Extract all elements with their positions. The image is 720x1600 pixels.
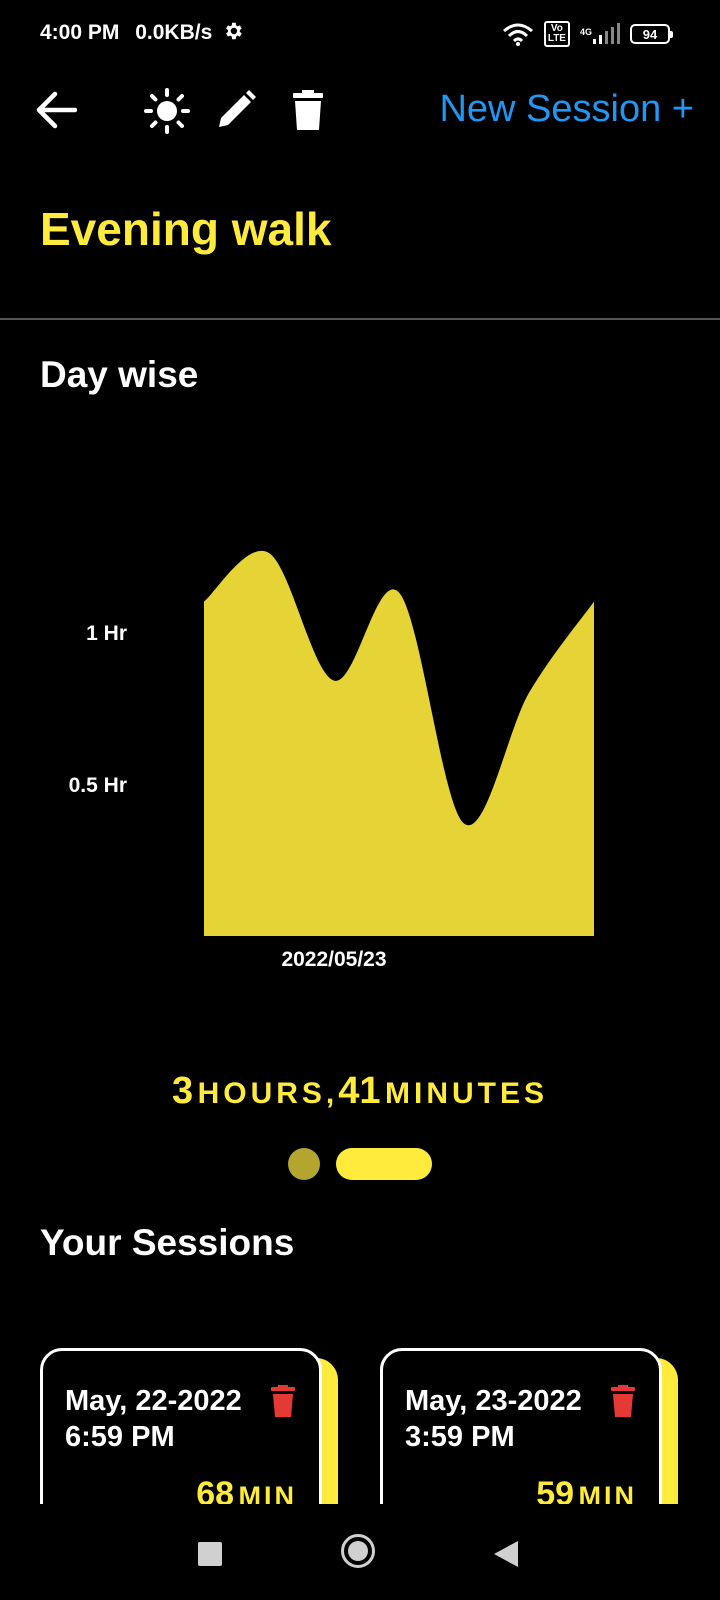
session-card: May, 23-2022 3:59 PM 59 MIN — [380, 1348, 678, 1548]
signal-group: 4G — [580, 23, 620, 45]
duration-minutes-unit: MINUTES — [385, 1077, 548, 1110]
day-wise-title: Day wise — [40, 354, 199, 395]
trash-icon — [293, 90, 323, 130]
brightness-button[interactable] — [144, 88, 190, 134]
volte-icon: Vo LTE — [543, 21, 570, 47]
session-card: May, 22-2022 6:59 PM 68 MIN — [40, 1348, 338, 1548]
settings-gear-icon — [226, 22, 242, 40]
chart-area-series — [204, 550, 594, 936]
session-datetime: May, 22-2022 6:59 PM — [65, 1383, 242, 1455]
recents-button[interactable] — [198, 1542, 222, 1566]
trash-icon — [271, 1385, 295, 1417]
page-indicator-dot[interactable] — [288, 1148, 320, 1180]
total-duration: 3 HOURS,41 MINUTES — [0, 1070, 720, 1113]
new-session-button[interactable]: New Session + — [439, 88, 694, 130]
back-arrow-icon — [36, 91, 77, 129]
delete-button[interactable] — [288, 88, 328, 132]
session-time: 6:59 PM — [65, 1421, 175, 1453]
home-button[interactable] — [341, 1534, 375, 1568]
session-datetime: May, 23-2022 3:59 PM — [405, 1383, 582, 1455]
session-time: 3:59 PM — [405, 1421, 515, 1453]
battery-level: 94 — [642, 26, 658, 42]
duration-hours: 3 — [171, 1070, 194, 1112]
day-wise-area-chart: 1 Hr 0.5 Hr 2022/05/23 — [69, 550, 594, 971]
duration-minutes: 41 — [338, 1070, 381, 1112]
signal-icon — [593, 23, 620, 44]
session-delete-button[interactable] — [271, 1385, 295, 1422]
duration-hours-unit: HOURS, — [197, 1077, 339, 1110]
network-type: 4G — [579, 27, 592, 37]
status-bar-right: Vo LTE 4G 94 — [502, 20, 673, 48]
edit-button[interactable] — [214, 88, 258, 132]
page-title: Evening walk — [40, 203, 332, 255]
wifi-icon — [502, 23, 533, 46]
session-date: May, 23-2022 — [405, 1385, 582, 1417]
pencil-icon — [219, 90, 256, 127]
x-tick-label: 2022/05/23 — [281, 948, 386, 971]
y-tick-label: 1 Hr — [86, 622, 127, 645]
status-time: 4:00 PM — [40, 21, 120, 44]
navigation-bar — [0, 1504, 720, 1600]
back-nav-button[interactable] — [494, 1541, 518, 1567]
y-tick-label: 0.5 Hr — [69, 774, 127, 797]
page-indicator-active[interactable] — [336, 1148, 432, 1180]
session-date: May, 22-2022 — [65, 1385, 242, 1417]
brightness-icon — [144, 88, 190, 134]
session-delete-button[interactable] — [611, 1385, 635, 1422]
your-sessions-title: Your Sessions — [40, 1222, 295, 1263]
home-inner-icon — [348, 1541, 368, 1561]
status-bar-left: 4:00 PM 0.0KB/s — [40, 20, 244, 45]
back-button[interactable] — [34, 88, 78, 132]
battery-icon: 94 — [630, 24, 673, 44]
status-speed: 0.0KB/s — [135, 21, 213, 44]
trash-icon — [611, 1385, 635, 1417]
divider — [0, 318, 720, 320]
